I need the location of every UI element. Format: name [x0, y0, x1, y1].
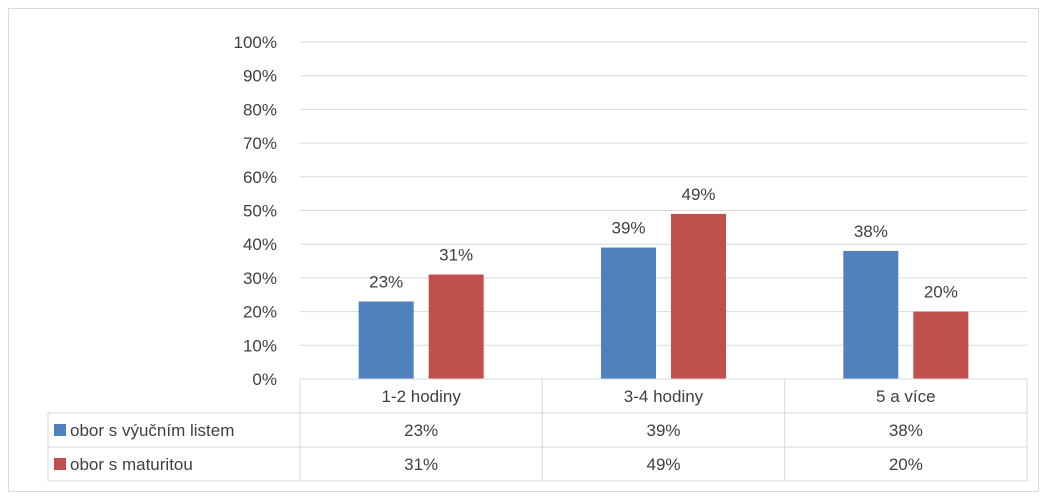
data-label: 49% [681, 185, 715, 204]
y-tick-label: 100% [234, 33, 277, 52]
y-tick-label: 50% [243, 202, 277, 221]
table-cell: 23% [404, 421, 438, 440]
table-cell: 49% [646, 455, 680, 474]
bars [358, 213, 969, 379]
data-label: 23% [369, 272, 403, 291]
data-label: 38% [854, 222, 888, 241]
legend-label: obor s výučním listem [70, 421, 234, 440]
bar [358, 301, 414, 379]
legend-swatch [54, 458, 66, 470]
table-cell: 38% [889, 421, 923, 440]
bar [671, 213, 726, 379]
data-label: 39% [611, 219, 645, 238]
table-cell: 20% [889, 455, 923, 474]
table-cell: 31% [404, 455, 438, 474]
y-axis-tick-labels: 0% 10% 20% 30% 40% 50% 60% 70% 80% 90% 100% [234, 33, 277, 389]
y-tick-label: 90% [243, 67, 277, 86]
y-tick-label: 40% [243, 235, 277, 254]
y-tick-label: 10% [243, 336, 277, 355]
gridlines [300, 41, 1027, 346]
data-table: 1-2 hodiny 3-4 hodiny 5 a více obor s výučn… [47, 378, 1028, 482]
bar [843, 250, 899, 379]
category-label: 3-4 hodiny [624, 387, 704, 406]
bar [913, 311, 969, 379]
chart-frame [8, 8, 1039, 492]
legend-swatch [54, 424, 66, 436]
legend-label: obor s maturitou [70, 455, 193, 474]
bar [601, 247, 656, 379]
y-tick-label: 20% [243, 303, 277, 322]
y-tick-label: 0% [252, 370, 277, 389]
bar [428, 274, 484, 379]
category-label: 1-2 hodiny [381, 387, 461, 406]
data-label: 20% [924, 283, 958, 302]
data-labels: 23% 39% 38% 31% 49% 20% [369, 185, 958, 302]
y-tick-label: 80% [243, 100, 277, 119]
data-label: 31% [439, 246, 473, 265]
y-tick-label: 30% [243, 269, 277, 288]
y-tick-label: 60% [243, 168, 277, 187]
y-tick-label: 70% [243, 134, 277, 153]
table-cell: 39% [646, 421, 680, 440]
category-label: 5 a více [876, 387, 936, 406]
